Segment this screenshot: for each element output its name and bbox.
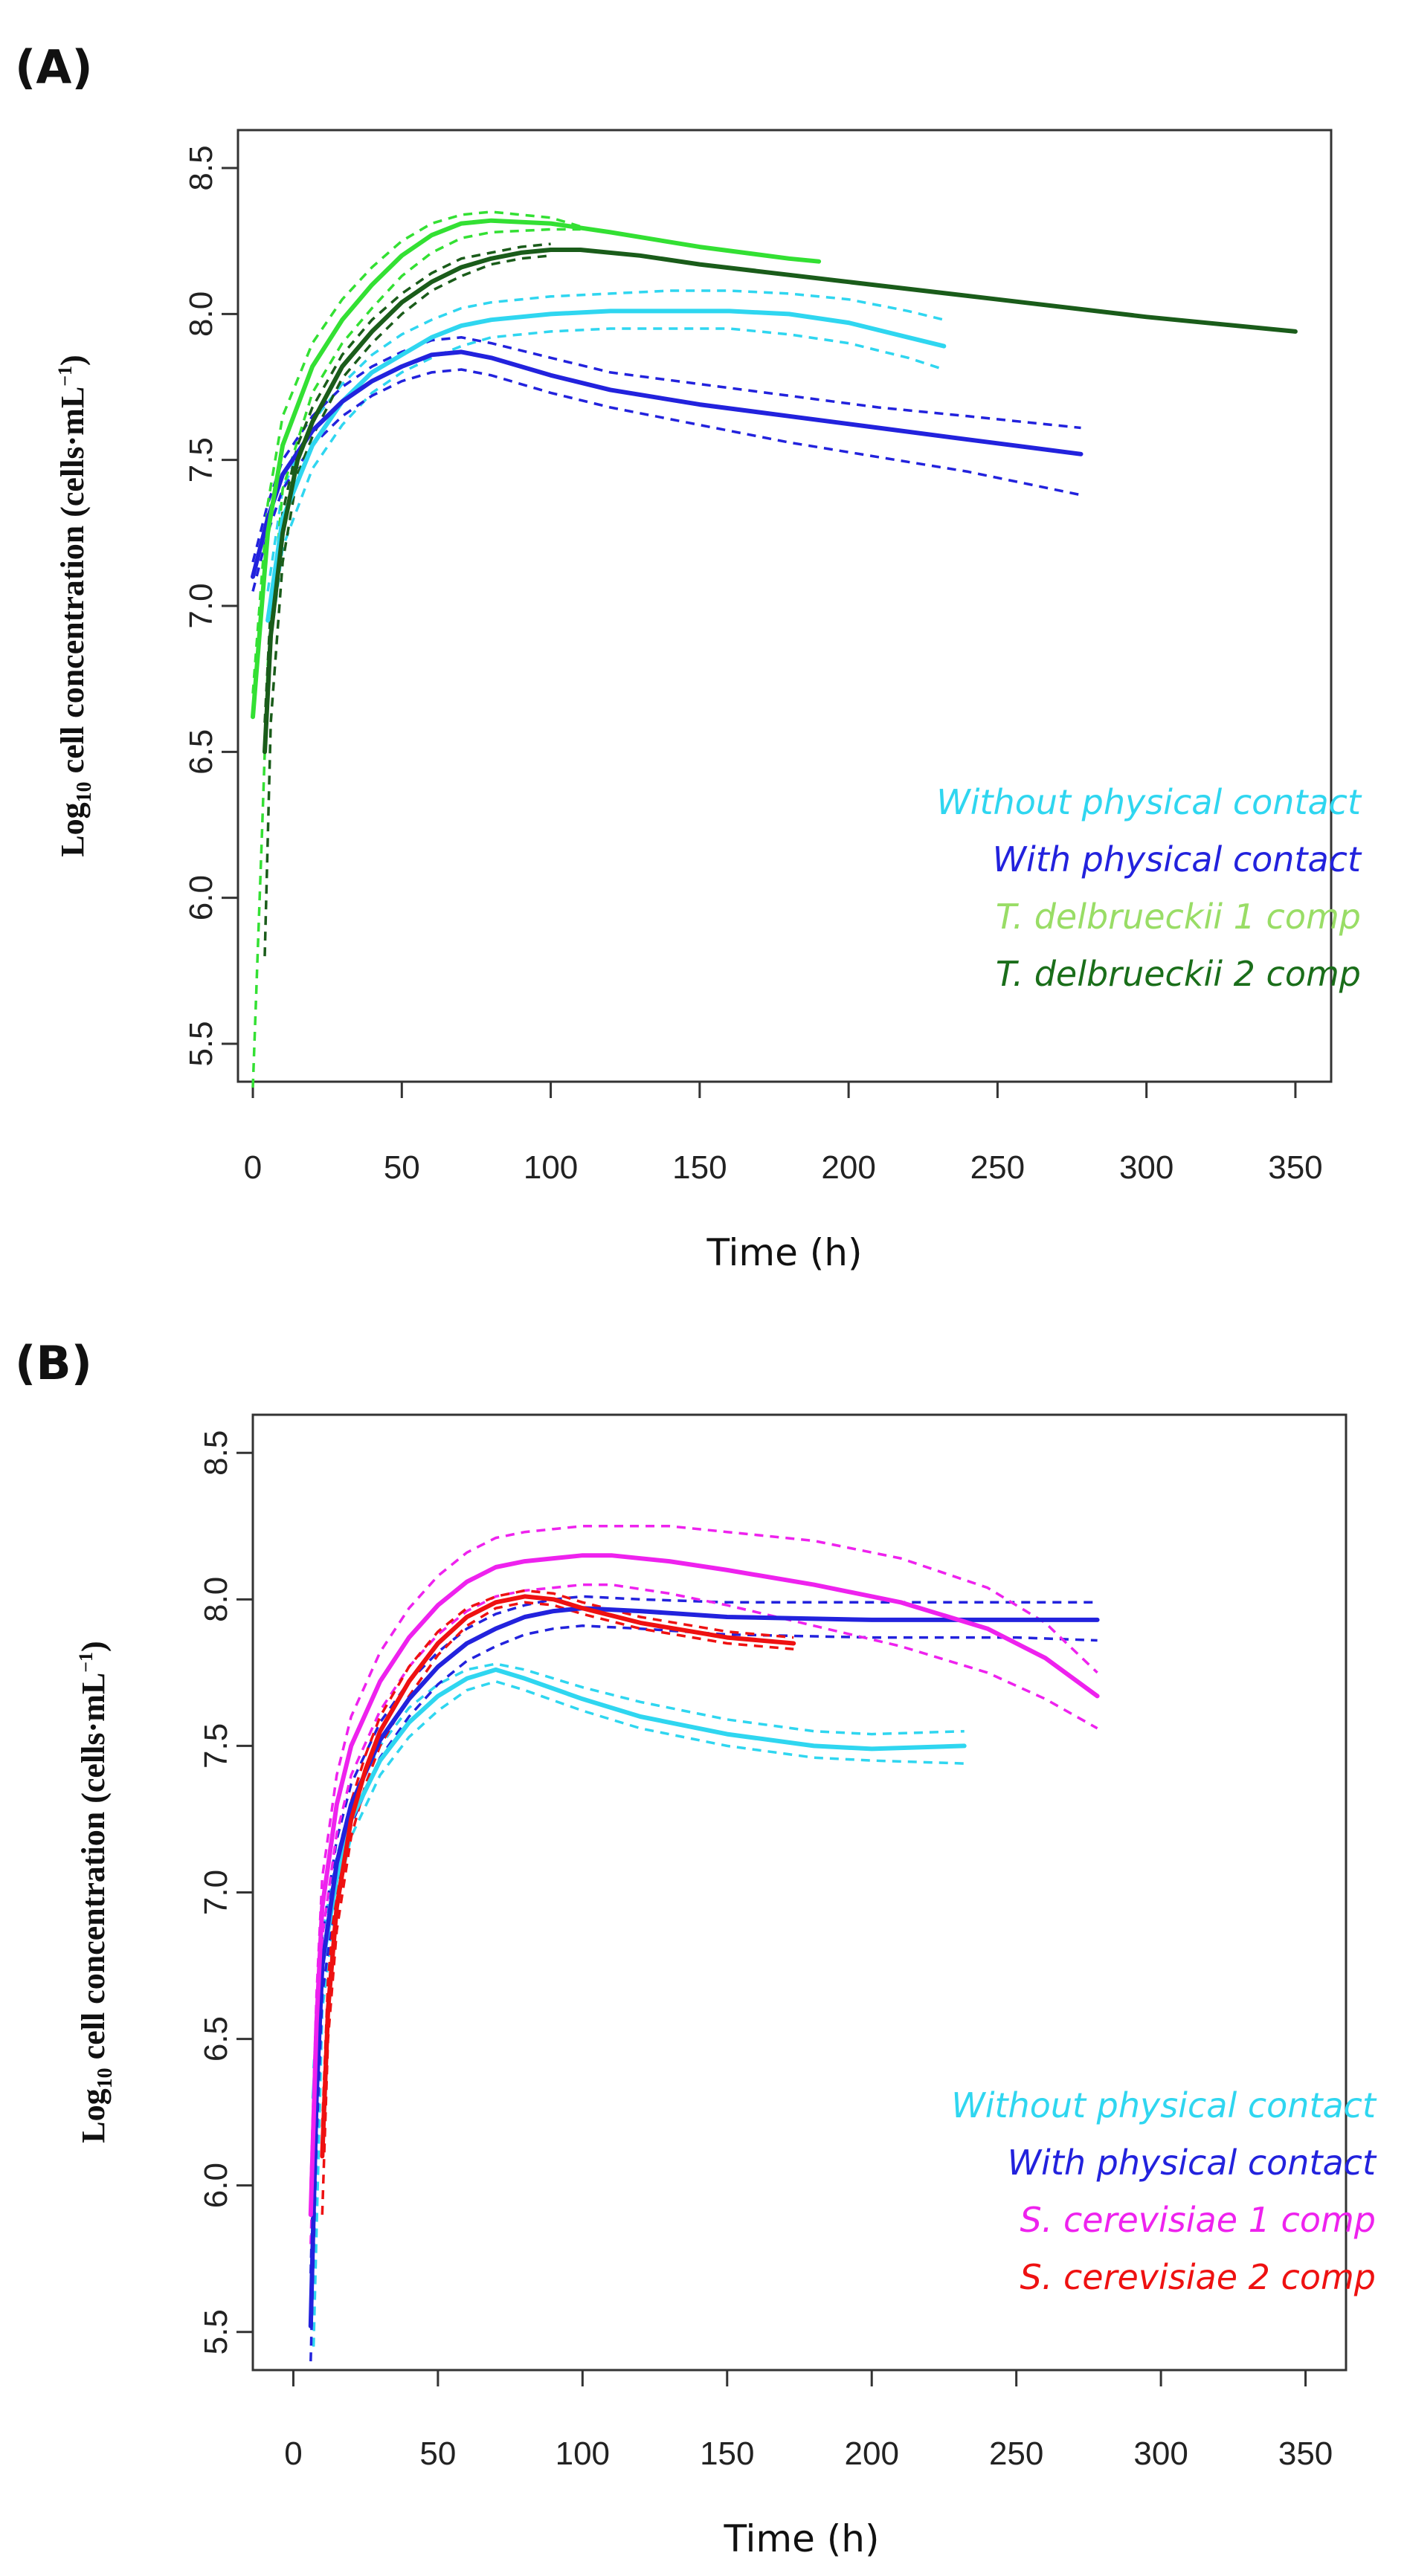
y-tick-label: 6.0 (198, 2163, 234, 2208)
x-tick-label: 350 (1268, 1149, 1322, 1186)
series-upper-band-t-delbrueckii-1-comp (251, 210, 582, 694)
y-tick-label: 7.0 (183, 583, 219, 628)
x-tick-label: 0 (284, 2435, 302, 2472)
y-tick-label: 6.0 (183, 875, 219, 920)
panel-b-confidence-bands (309, 1525, 1098, 2362)
y-tick-label: 8.0 (183, 291, 219, 337)
panel-b-y-axis: 5.5 6.0 6.5 7.0 7.5 8.0 8.5 (198, 1430, 253, 2354)
panel-a: (A) 0 50 100 150 200 250 300 350 5.5 6.0 6.5 7.0 7.… (15, 40, 1362, 1274)
panel-a-x-axis: 0 50 100 150 200 250 300 350 (244, 1082, 1323, 1186)
panel-a-legend-entry: T. delbrueckii 2 comp (996, 954, 1361, 994)
panel-b-y-axis-title: Log10 cell concentration (cells·mL−1) (75, 1641, 117, 2143)
y-tick-label: 7.0 (198, 1870, 234, 1915)
panel-b-legend-entry: S. cerevisiae 1 comp (1020, 2200, 1376, 2240)
x-tick-label: 150 (700, 2435, 754, 2472)
panel-b-curves (308, 1553, 1100, 2328)
panel-b-label: (B) (15, 1336, 92, 1390)
series-line-without-physical-contact (265, 309, 947, 623)
panel-a-legend-entry: T. delbrueckii 1 comp (996, 897, 1361, 937)
series-line-t-delbrueckii-2-comp (263, 248, 1298, 755)
series-lower-band-without-physical-contact (312, 1679, 965, 2347)
series-upper-band-without-physical-contact (312, 1662, 965, 2069)
y-tick-label: 7.5 (198, 1723, 234, 1769)
panel-a-confidence-bands (251, 210, 1081, 1088)
series-upper-band-s-cerevisiae-1-comp (309, 1525, 1098, 2186)
series-line-t-delbrueckii-1-comp (251, 218, 822, 720)
panel-a-curves (251, 218, 1298, 755)
y-tick-label: 8.5 (183, 145, 219, 190)
x-tick-label: 100 (524, 1149, 578, 1186)
x-tick-label: 150 (672, 1149, 727, 1186)
series-upper-band-with-physical-contact (309, 1595, 1098, 2273)
panel-b: (B) 0 50 100 150 200 250 300 350 5.5 6.0 6.5 7.0 7.… (15, 1336, 1377, 2560)
x-tick-label: 200 (845, 2435, 899, 2472)
series-lower-band-s-cerevisiae-1-comp (309, 1583, 1098, 2244)
y-tick-label: 6.5 (183, 729, 219, 775)
series-line-s-cerevisiae-2-comp (320, 1594, 796, 2159)
panel-a-label: (A) (15, 40, 93, 94)
y-tick-label: 8.5 (198, 1430, 234, 1476)
x-tick-label: 350 (1278, 2435, 1333, 2472)
x-tick-label: 100 (556, 2435, 610, 2472)
series-lower-band-with-physical-contact (251, 368, 1081, 592)
panel-b-x-axis: 0 50 100 150 200 250 300 350 (284, 2370, 1333, 2472)
panel-b-legend-entry: Without physical contact (951, 2085, 1377, 2125)
series-lower-band-s-cerevisiae-2-comp (321, 1601, 794, 2215)
y-tick-label: 6.5 (198, 2016, 234, 2062)
series-upper-band-s-cerevisiae-2-comp (321, 1589, 794, 2127)
panel-a-y-axis-title: Log10 cell concentration (cells·mL−1) (54, 355, 96, 856)
panel-a-x-axis-title: Time (h) (706, 1231, 863, 1274)
panel-a-legend: Without physical contact With physical co… (936, 782, 1362, 994)
series-lower-band-t-delbrueckii-2-comp (263, 254, 551, 957)
panel-a-legend-entry: With physical contact (993, 839, 1362, 879)
y-tick-label: 5.5 (183, 1021, 219, 1066)
panel-b-legend-entry: S. cerevisiae 2 comp (1020, 2257, 1376, 2297)
y-tick-label: 5.5 (198, 2309, 234, 2354)
series-line-with-physical-contact (308, 1606, 1100, 2328)
x-tick-label: 0 (244, 1149, 262, 1186)
panel-b-legend-entry: With physical contact (1008, 2143, 1377, 2183)
series-lower-band-t-delbrueckii-1-comp (251, 227, 581, 1088)
panel-b-x-axis-title: Time (h) (724, 2517, 880, 2560)
series-lower-band-without-physical-contact (266, 327, 944, 665)
x-tick-label: 50 (384, 1149, 420, 1186)
x-tick-label: 50 (419, 2435, 456, 2472)
panel-b-legend: Without physical contact With physical co… (951, 2085, 1377, 2297)
series-upper-band-with-physical-contact (251, 336, 1081, 563)
x-tick-label: 250 (989, 2435, 1043, 2472)
x-tick-label: 300 (1119, 1149, 1173, 1186)
x-tick-label: 200 (821, 1149, 875, 1186)
x-tick-label: 250 (970, 1149, 1025, 1186)
y-tick-label: 7.5 (183, 437, 219, 482)
y-tick-label: 8.0 (198, 1577, 234, 1622)
series-line-with-physical-contact (251, 349, 1084, 579)
series-line-s-cerevisiae-1-comp (308, 1553, 1100, 2218)
series-lower-band-with-physical-contact (309, 1624, 1098, 2362)
series-line-without-physical-contact (311, 1667, 967, 2100)
x-tick-label: 300 (1133, 2435, 1188, 2472)
panel-a-legend-entry: Without physical contact (936, 782, 1362, 822)
series-upper-band-t-delbrueckii-2-comp (263, 242, 551, 723)
panel-a-y-axis: 5.5 6.0 6.5 7.0 7.5 8.0 8.5 (183, 145, 238, 1067)
